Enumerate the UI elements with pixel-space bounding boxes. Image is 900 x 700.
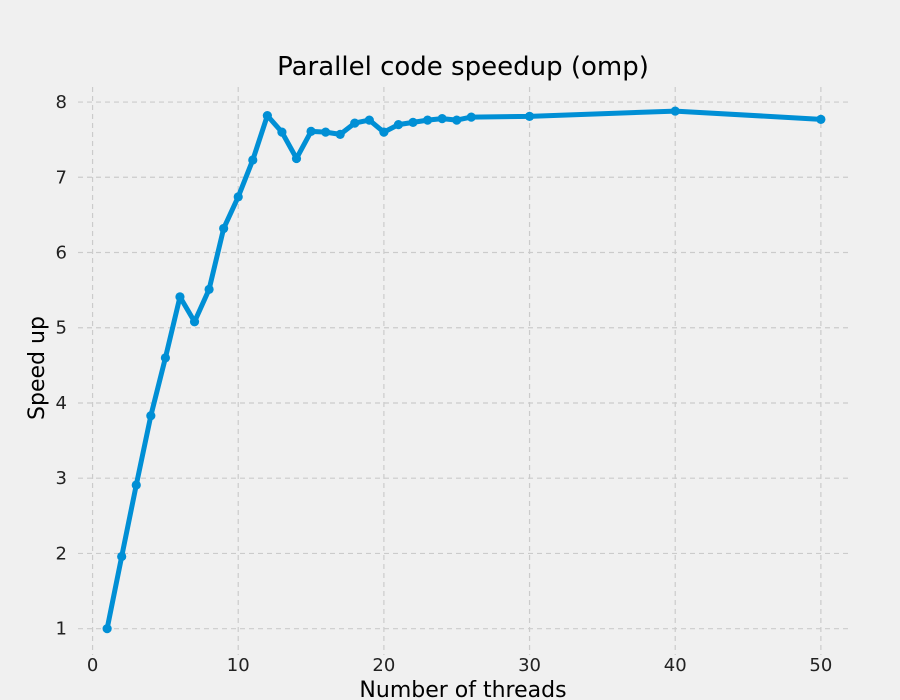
y-tick-label: 4 (56, 393, 67, 414)
x-tick-label: 40 (664, 655, 687, 676)
data-point (131, 480, 141, 490)
data-point (102, 624, 112, 634)
y-tick-label: 5 (56, 318, 67, 339)
data-point (350, 118, 360, 128)
y-tick-label: 1 (56, 619, 67, 640)
data-point (393, 120, 404, 130)
data-point (204, 284, 214, 294)
y-tick-label: 3 (56, 468, 67, 489)
data-point (146, 411, 156, 421)
data-point (379, 127, 389, 137)
data-point (117, 551, 127, 562)
y-tick-label: 2 (56, 543, 67, 564)
data-point (233, 192, 243, 202)
series-line (104, 108, 824, 632)
data-point (306, 126, 316, 136)
data-point (816, 114, 826, 124)
data-point (364, 115, 374, 125)
data-point (277, 127, 287, 137)
series-layer (102, 106, 826, 634)
data-point (466, 112, 476, 122)
grid (78, 87, 850, 655)
data-point (219, 223, 229, 234)
chart-title: Parallel code speedup (omp) (277, 52, 649, 82)
x-tick-label: 20 (372, 655, 395, 676)
data-point (262, 110, 272, 121)
x-tick-label: 0 (87, 655, 98, 676)
data-point (291, 153, 302, 164)
data-point (670, 106, 680, 116)
data-point (248, 155, 258, 165)
data-point (335, 129, 345, 139)
x-axis-label: Number of threads (359, 678, 566, 700)
data-point (452, 115, 462, 125)
data-point (524, 111, 535, 121)
x-axis-ticks: 0 10 20 30 40 50 (87, 655, 832, 676)
x-tick-label: 30 (518, 655, 541, 676)
data-point (437, 113, 447, 124)
data-point (422, 115, 433, 125)
data-point (160, 353, 170, 363)
x-tick-label: 50 (809, 655, 832, 676)
data-point (189, 317, 200, 327)
data-point (321, 127, 331, 137)
y-tick-label: 7 (56, 167, 67, 188)
data-point (408, 117, 418, 127)
x-tick-label: 10 (227, 655, 250, 676)
y-axis-ticks: 1 2 3 4 5 6 7 8 (56, 92, 67, 640)
data-point (175, 292, 185, 302)
y-tick-label: 8 (56, 92, 67, 113)
y-axis-label: Speed up (25, 316, 50, 420)
y-tick-label: 6 (56, 243, 67, 264)
